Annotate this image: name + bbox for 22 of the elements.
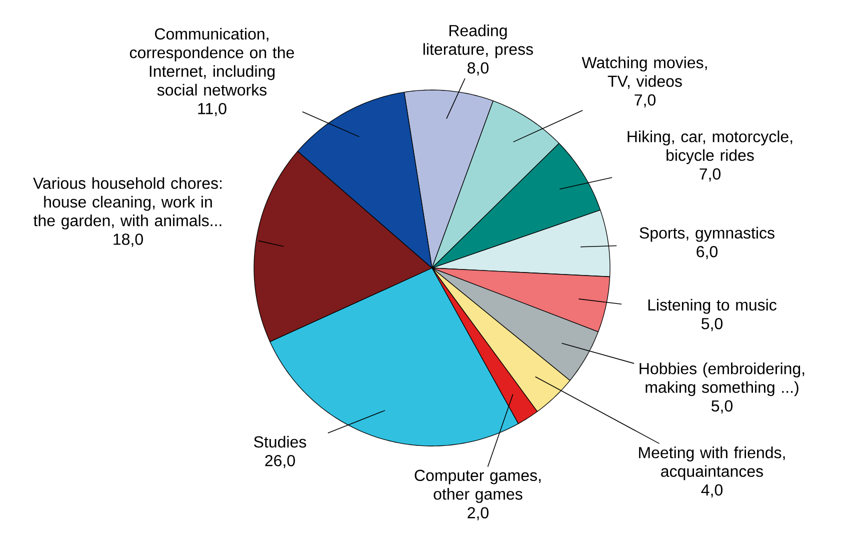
slice-label: Hiking, car, motorcycle, bicycle rides bbox=[628, 130, 792, 164]
slice-label: Sports, gymnastics bbox=[640, 226, 774, 242]
slice-label: Reading literature, press bbox=[424, 24, 533, 58]
data-label: 6,0 bbox=[696, 246, 718, 260]
legend-label: Listening to music bbox=[648, 298, 776, 314]
data-label: 7,0 bbox=[634, 94, 656, 108]
slice-label: Various household chores: house cleaning, work in the garden, with animals... bbox=[33, 177, 222, 230]
data-label: 26,0 bbox=[265, 454, 295, 468]
data-label: 5,0 bbox=[702, 318, 723, 332]
data-label: 2,0 bbox=[468, 507, 489, 520]
data-label: 5,0 bbox=[712, 400, 733, 414]
data-label: 8,0 bbox=[468, 62, 489, 76]
data-label: 4,0 bbox=[701, 484, 723, 498]
slice-label: Hobbies (embroidering, making something ...) bbox=[640, 362, 804, 396]
data-label: 7,0 bbox=[700, 168, 721, 182]
slice-label: Computer games, other games bbox=[414, 470, 541, 503]
data-label: 11,0 bbox=[198, 102, 226, 116]
slice-label: Studies bbox=[254, 436, 306, 448]
slice-label: Meeting with friends, acquaintances bbox=[639, 446, 785, 480]
data-label: 18,0 bbox=[114, 234, 143, 247]
slice-label: Communication, correspondence on the Internet, including social networks bbox=[130, 28, 294, 96]
slice-label: Watching movies, TV, videos bbox=[582, 56, 707, 89]
